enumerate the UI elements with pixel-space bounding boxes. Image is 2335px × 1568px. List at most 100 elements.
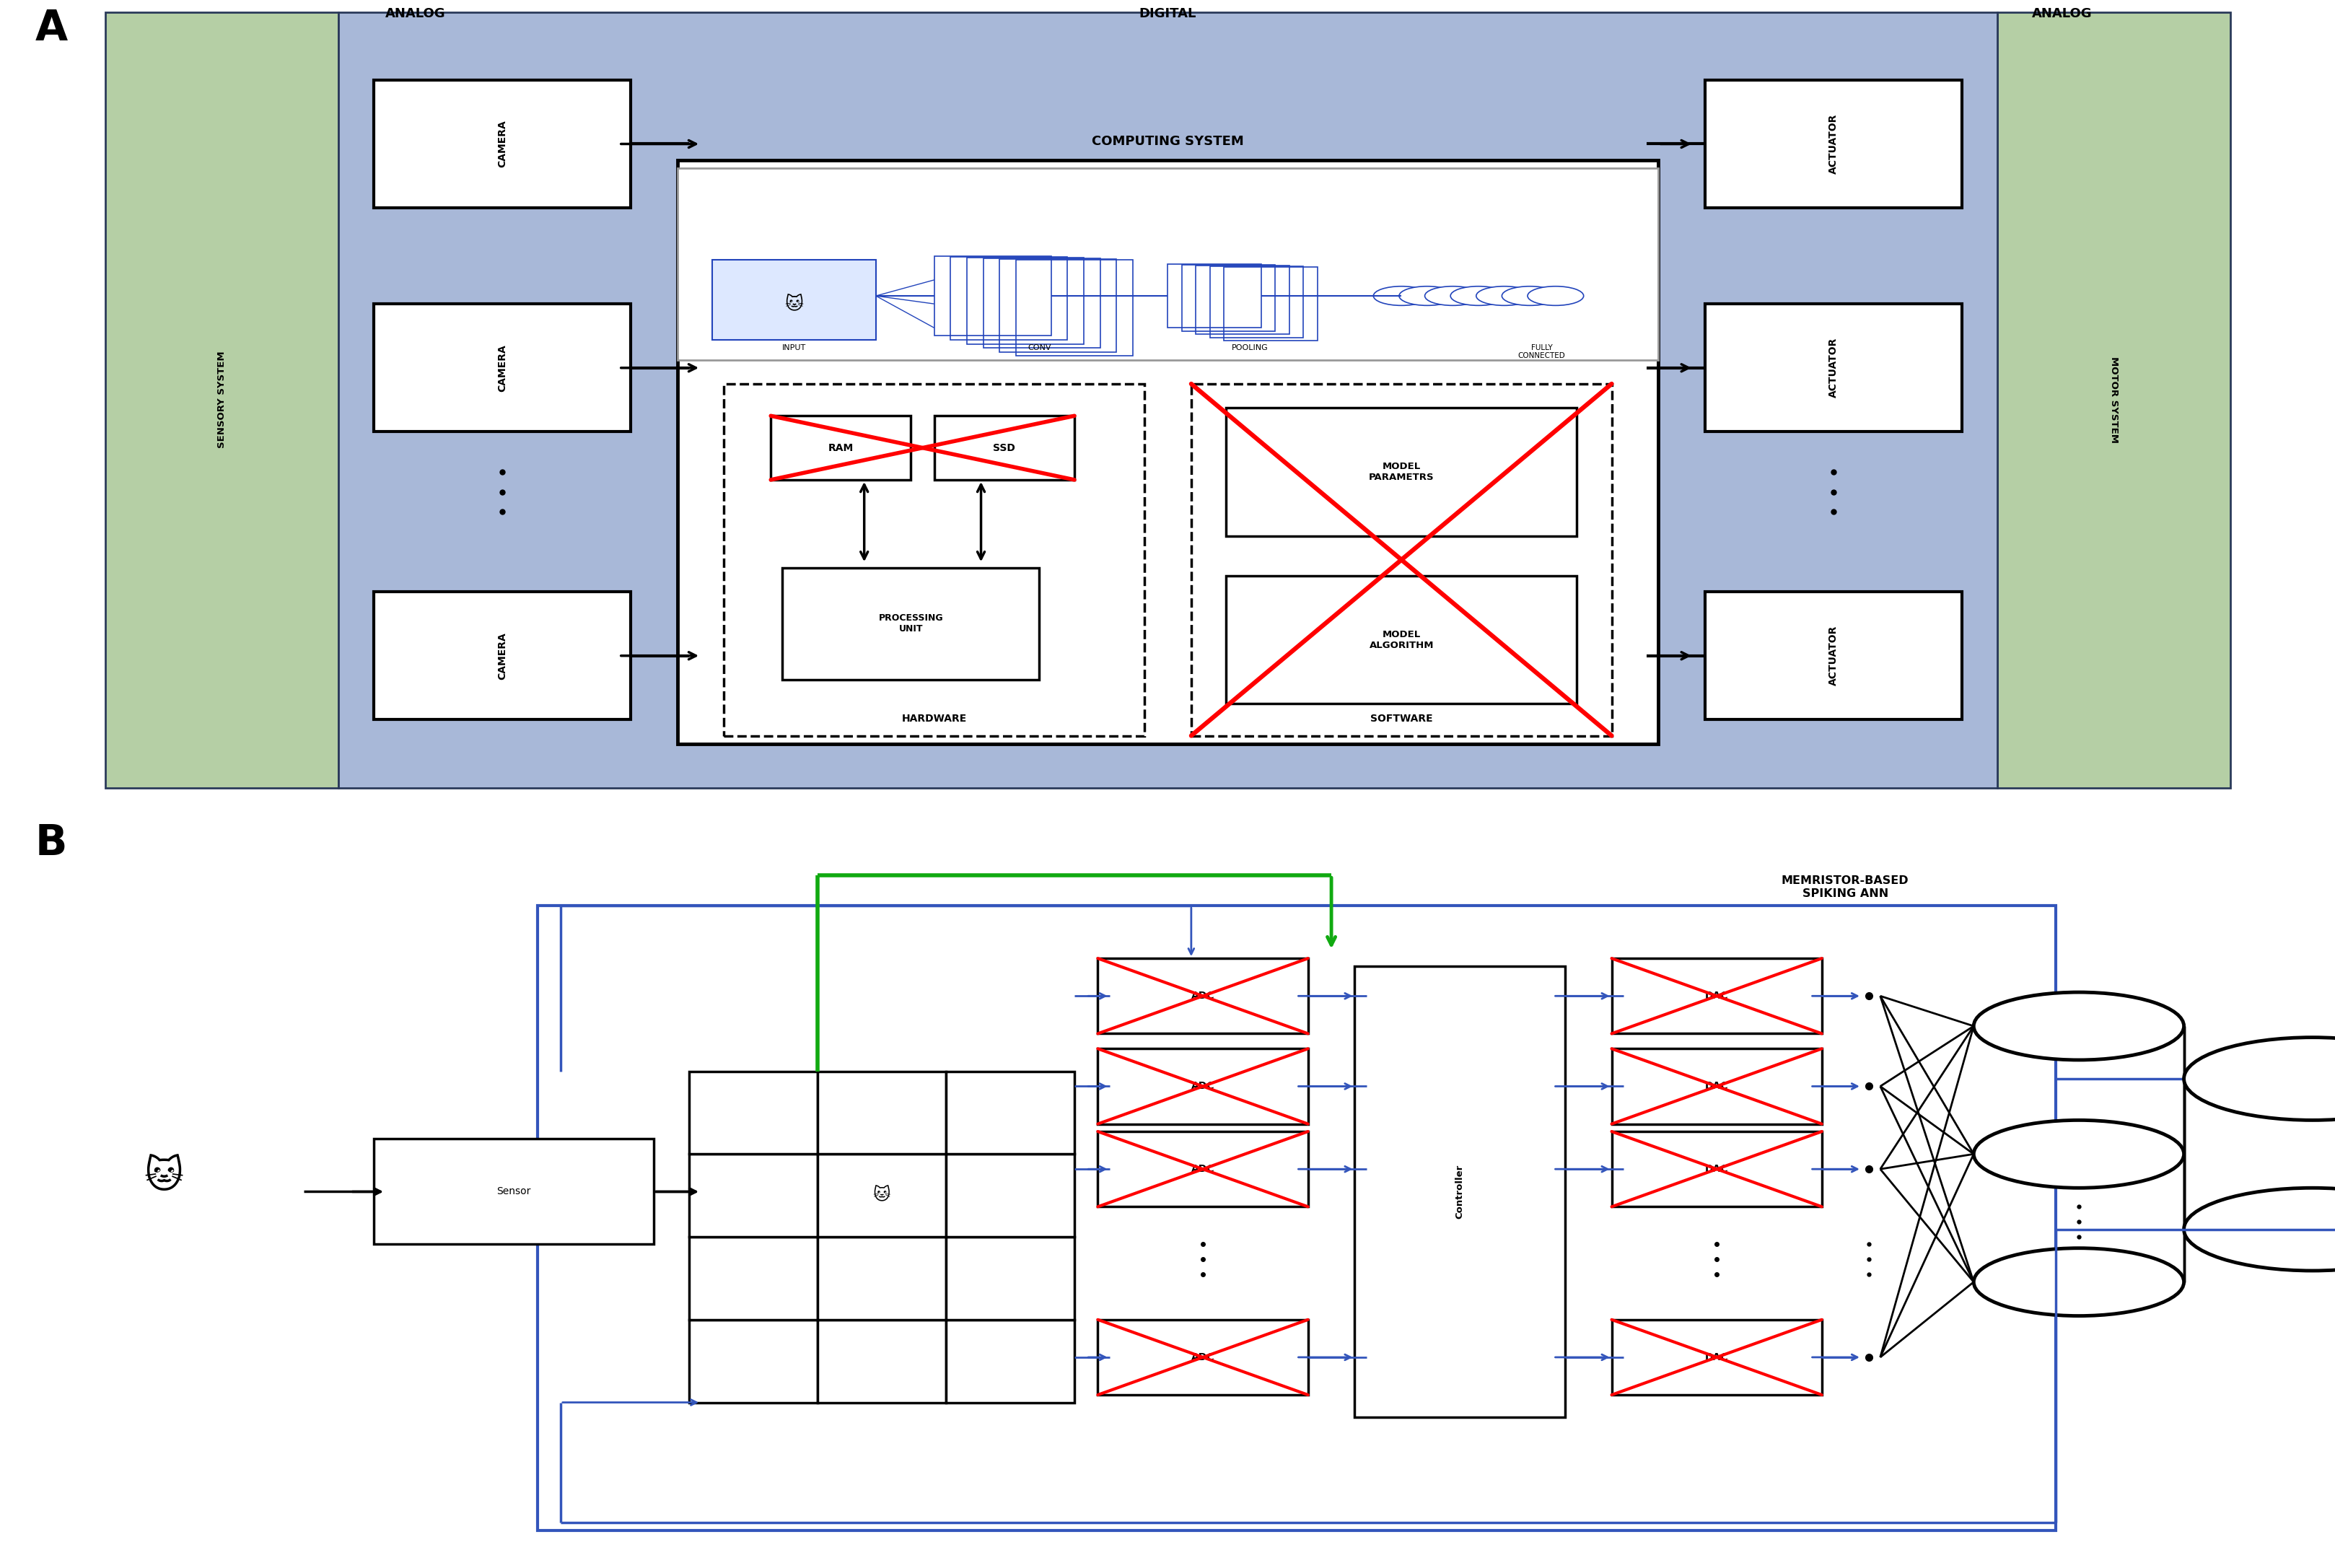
Text: FULLY
CONNECTED: FULLY CONNECTED bbox=[1518, 343, 1564, 359]
Text: ANALOG: ANALOG bbox=[2031, 6, 2092, 20]
Bar bbox=[1705, 591, 1961, 720]
Bar bbox=[677, 160, 1658, 743]
Bar bbox=[1611, 1132, 1821, 1207]
Text: MODEL
PARAMETRS: MODEL PARAMETRS bbox=[1368, 461, 1434, 481]
Bar bbox=[105, 13, 339, 787]
Bar bbox=[782, 568, 1039, 681]
Bar bbox=[817, 1237, 946, 1320]
Bar bbox=[1705, 80, 1961, 209]
Bar bbox=[934, 256, 1051, 336]
Bar bbox=[677, 168, 1658, 361]
Bar bbox=[724, 384, 1144, 735]
Circle shape bbox=[1424, 287, 1480, 306]
Text: MEMRISTOR-BASED
SPIKING ANN: MEMRISTOR-BASED SPIKING ANN bbox=[1782, 875, 1908, 898]
Bar bbox=[817, 1154, 946, 1237]
Text: CAMERA: CAMERA bbox=[497, 632, 507, 679]
Bar bbox=[1705, 304, 1961, 431]
Bar bbox=[1168, 263, 1261, 328]
Text: Controller: Controller bbox=[1455, 1165, 1464, 1218]
Bar bbox=[1354, 966, 1564, 1417]
Text: PROCESSING
UNIT: PROCESSING UNIT bbox=[878, 613, 943, 633]
Text: ANALOG: ANALOG bbox=[385, 6, 446, 20]
Text: RAM: RAM bbox=[829, 442, 852, 453]
Bar bbox=[1611, 1049, 1821, 1124]
Text: POOLING: POOLING bbox=[1231, 343, 1268, 351]
Bar bbox=[1224, 267, 1317, 340]
Bar bbox=[1611, 1320, 1821, 1396]
Circle shape bbox=[1973, 1120, 2183, 1189]
Bar bbox=[1611, 958, 1821, 1033]
Text: ADC: ADC bbox=[1191, 1163, 1214, 1174]
Bar bbox=[946, 1154, 1074, 1237]
Bar bbox=[1182, 265, 1275, 331]
Circle shape bbox=[1973, 993, 2183, 1060]
Bar bbox=[1226, 408, 1576, 536]
Bar bbox=[999, 259, 1116, 351]
Bar bbox=[1196, 265, 1289, 334]
Bar bbox=[1996, 13, 2230, 787]
Text: 🐱: 🐱 bbox=[145, 1157, 182, 1195]
Bar bbox=[817, 1320, 946, 1402]
Bar bbox=[817, 1071, 946, 1154]
Text: DAC: DAC bbox=[1705, 991, 1728, 1000]
Text: 🐱: 🐱 bbox=[873, 1187, 890, 1204]
Circle shape bbox=[1527, 287, 1583, 306]
Text: A: A bbox=[35, 8, 68, 49]
Bar bbox=[689, 1237, 817, 1320]
Bar bbox=[712, 260, 876, 340]
Circle shape bbox=[1501, 287, 1557, 306]
Text: SSD: SSD bbox=[992, 442, 1016, 453]
Bar bbox=[1210, 267, 1303, 337]
Circle shape bbox=[2183, 1038, 2335, 1120]
Bar bbox=[946, 1320, 1074, 1402]
Bar bbox=[689, 1071, 817, 1154]
Text: Sensor: Sensor bbox=[497, 1187, 530, 1196]
Circle shape bbox=[2183, 1189, 2335, 1270]
Bar bbox=[771, 416, 911, 480]
Bar bbox=[1097, 1049, 1308, 1124]
Text: DIGITAL: DIGITAL bbox=[1139, 6, 1196, 20]
Bar bbox=[950, 257, 1067, 340]
Text: DAC: DAC bbox=[1705, 1082, 1728, 1091]
Circle shape bbox=[1476, 287, 1532, 306]
Circle shape bbox=[1373, 287, 1429, 306]
Text: CONV: CONV bbox=[1027, 343, 1051, 351]
Text: CAMERA: CAMERA bbox=[497, 343, 507, 392]
Text: B: B bbox=[35, 823, 68, 864]
Circle shape bbox=[1450, 287, 1506, 306]
Bar bbox=[339, 13, 1996, 787]
Bar bbox=[374, 304, 630, 431]
Circle shape bbox=[1973, 1248, 2183, 1316]
Bar bbox=[1191, 384, 1611, 735]
Text: ADC: ADC bbox=[1191, 1082, 1214, 1091]
Text: INPUT: INPUT bbox=[782, 343, 806, 351]
Text: SOFTWARE: SOFTWARE bbox=[1371, 713, 1431, 724]
Bar bbox=[1097, 1320, 1308, 1396]
Text: HARDWARE: HARDWARE bbox=[901, 713, 967, 724]
Text: DAC: DAC bbox=[1705, 1352, 1728, 1363]
Text: ADC: ADC bbox=[1191, 1352, 1214, 1363]
Bar bbox=[1016, 260, 1132, 356]
Bar bbox=[1097, 1132, 1308, 1207]
Bar bbox=[374, 591, 630, 720]
Text: 🐱: 🐱 bbox=[785, 295, 803, 312]
Circle shape bbox=[1399, 287, 1455, 306]
Text: ACTUATOR: ACTUATOR bbox=[1828, 337, 1838, 398]
Bar bbox=[537, 906, 2055, 1530]
Text: MODEL
ALGORITHM: MODEL ALGORITHM bbox=[1368, 630, 1434, 649]
Bar bbox=[374, 80, 630, 209]
Text: DAC: DAC bbox=[1705, 1163, 1728, 1174]
Text: CAMERA: CAMERA bbox=[497, 121, 507, 168]
Text: ACTUATOR: ACTUATOR bbox=[1828, 626, 1838, 685]
Bar bbox=[934, 416, 1074, 480]
Text: SENSORY SYSTEM: SENSORY SYSTEM bbox=[217, 351, 226, 448]
Bar bbox=[1226, 575, 1576, 704]
Text: MOTOR SYSTEM: MOTOR SYSTEM bbox=[2109, 356, 2118, 444]
Text: ADC: ADC bbox=[1191, 991, 1214, 1000]
Bar bbox=[983, 259, 1100, 348]
Text: COMPUTING SYSTEM: COMPUTING SYSTEM bbox=[1090, 135, 1245, 147]
Bar bbox=[967, 257, 1083, 343]
Bar bbox=[946, 1237, 1074, 1320]
Bar bbox=[689, 1320, 817, 1402]
Bar bbox=[1097, 958, 1308, 1033]
